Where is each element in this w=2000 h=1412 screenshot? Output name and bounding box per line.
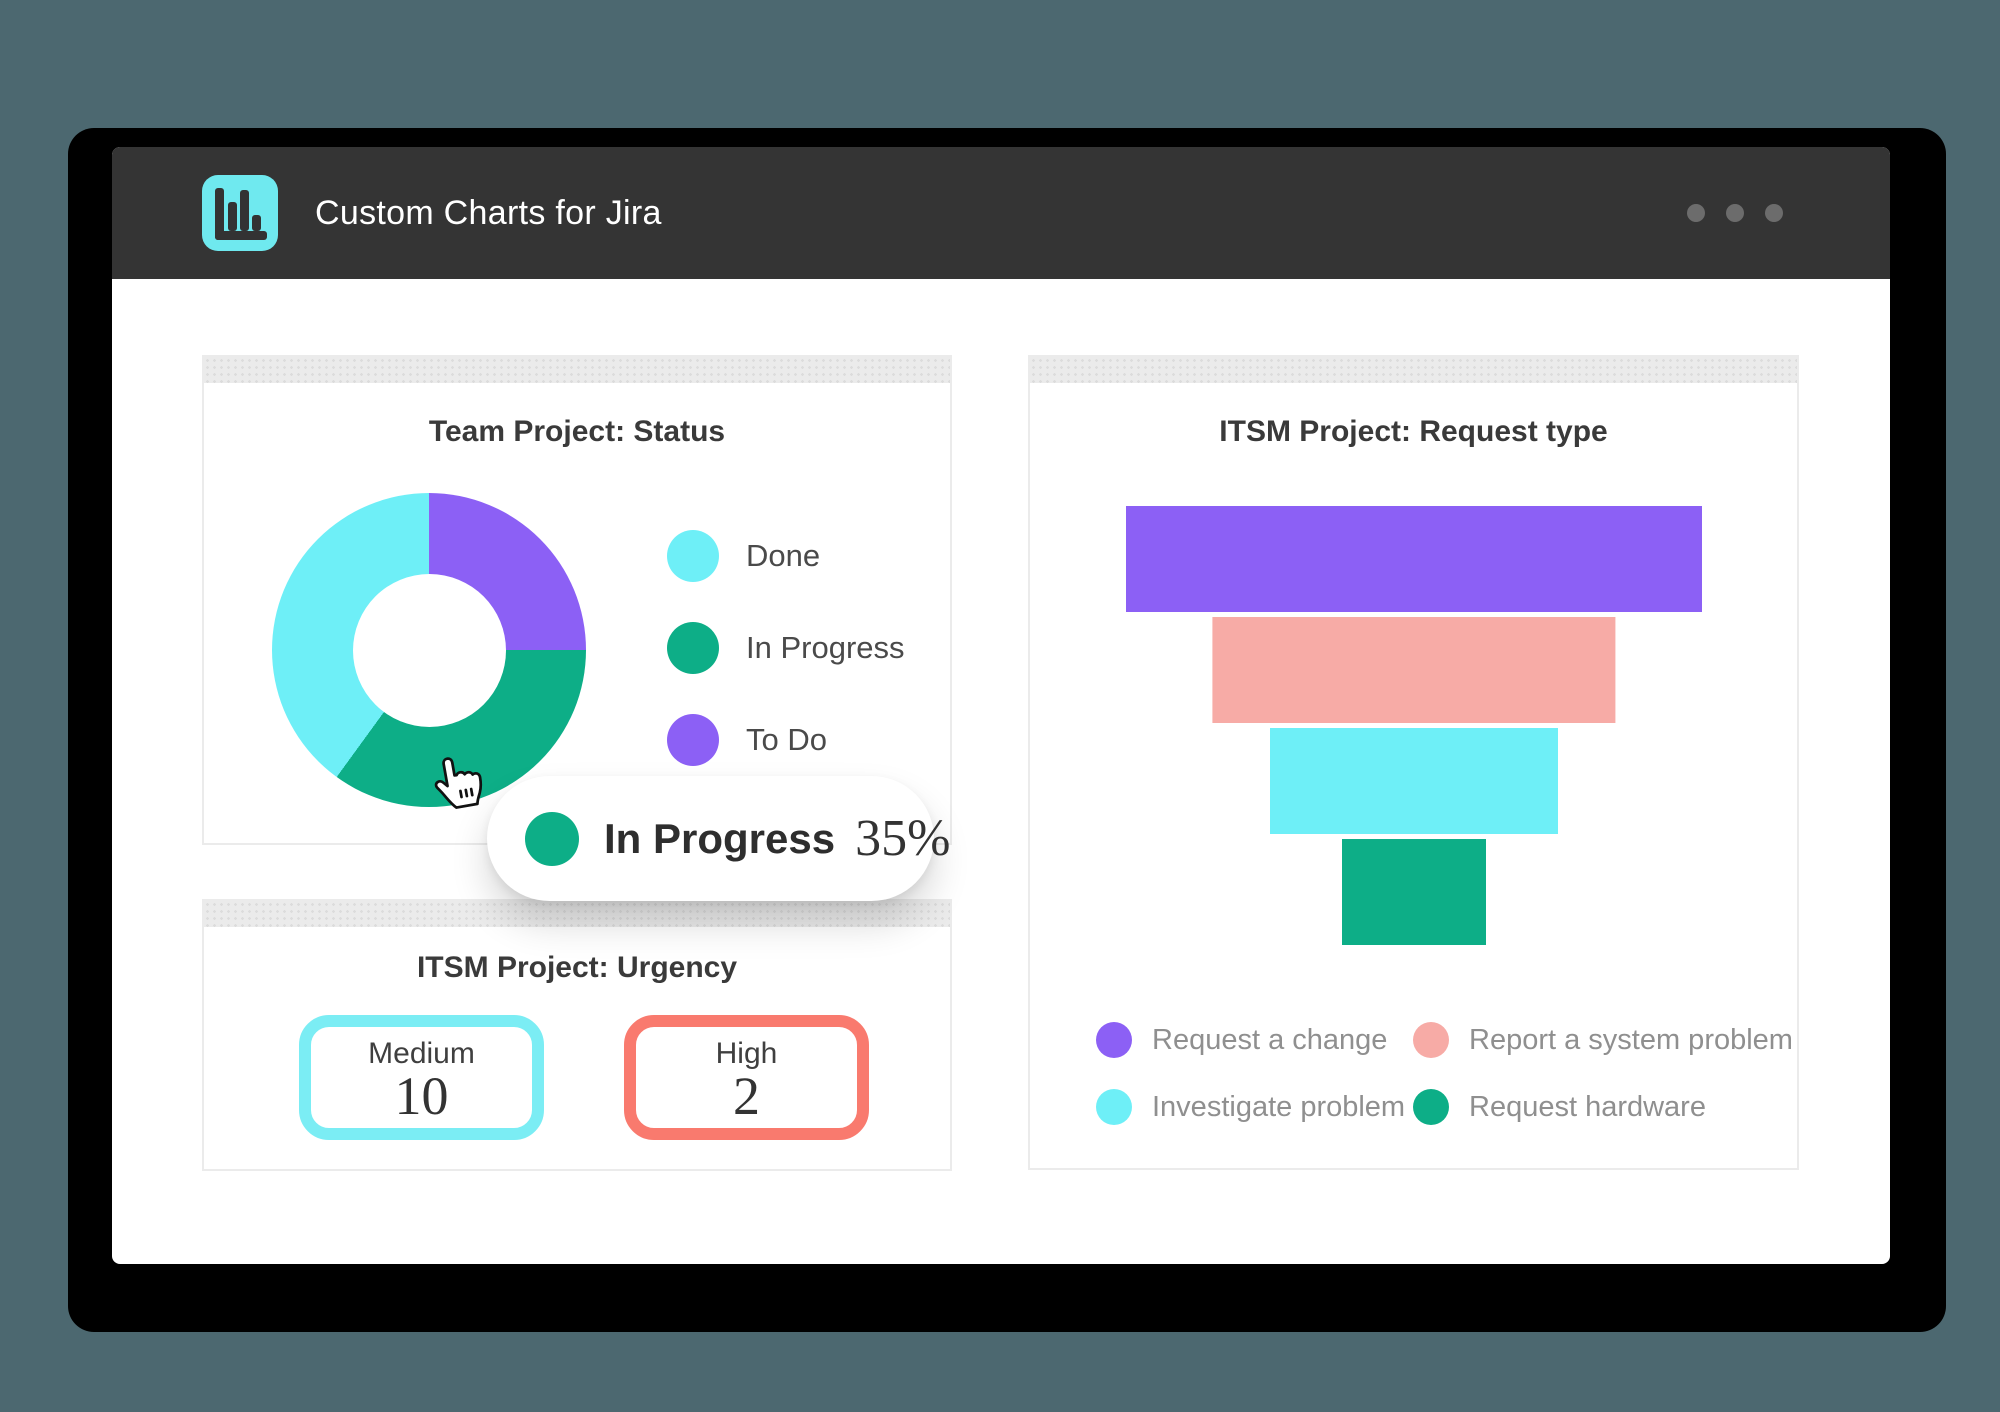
legend-marker-report-a-system-problem-icon — [1413, 1022, 1449, 1058]
status-legend: Done In Progress To Do — [667, 530, 905, 766]
card-header-strip — [204, 357, 950, 383]
app-window: Custom Charts for Jira Team Project: Sta… — [112, 147, 1890, 1264]
legend-item-to-do[interactable]: To Do — [667, 714, 905, 766]
menu-dot-icon — [1765, 204, 1783, 222]
kpi-box-medium[interactable]: Medium 10 — [299, 1015, 544, 1140]
legend-marker-to-do-icon — [667, 714, 719, 766]
request-type-chart-card: ITSM Project: Request type Request a cha… — [1028, 355, 1799, 1170]
funnel-bar-request-hardware[interactable] — [1341, 839, 1486, 945]
status-chart-card: Team Project: Status Done In Progress To… — [202, 355, 952, 845]
legend-label-to-do: To Do — [746, 722, 827, 757]
menu-dot-icon — [1726, 204, 1744, 222]
menu-dot-icon — [1687, 204, 1705, 222]
hand-pointer-cursor — [434, 757, 483, 809]
legend-label-done: Done — [746, 538, 821, 573]
card-header-strip — [204, 901, 950, 927]
legend-marker-done-icon — [667, 530, 719, 582]
legend-item-request-hardware[interactable]: Request hardware — [1413, 1089, 1706, 1125]
legend-label-request-a-change: Request a change — [1152, 1023, 1388, 1056]
legend-marker-investigate-problem-icon — [1096, 1089, 1132, 1125]
kpi-value-high: 2 — [733, 1066, 760, 1126]
logo-bar — [215, 231, 267, 240]
legend-item-request-a-change[interactable]: Request a change — [1096, 1022, 1387, 1058]
donut-hole — [352, 573, 506, 727]
kpi-label-high: High — [715, 1037, 778, 1070]
logo-bar — [252, 215, 261, 231]
funnel-bar-investigate-problem[interactable] — [1269, 728, 1558, 834]
urgency-card-title: ITSM Project: Urgency — [416, 951, 738, 984]
legend-label-request-hardware: Request hardware — [1469, 1090, 1706, 1123]
funnel-bar-request-a-change[interactable] — [1125, 506, 1702, 612]
legend-marker-request-a-change-icon — [1096, 1022, 1132, 1058]
urgency-chart-card: ITSM Project: Urgency Medium 10 High 2 — [202, 899, 952, 1171]
legend-label-investigate-problem: Investigate problem — [1152, 1090, 1406, 1123]
logo-bar — [215, 188, 224, 240]
legend-marker-request-hardware-icon — [1413, 1089, 1449, 1125]
legend-label-report-a-system-problem: Report a system problem — [1469, 1023, 1793, 1056]
donut-chart[interactable] — [272, 493, 586, 807]
legend-item-report-a-system-problem[interactable]: Report a system problem — [1413, 1022, 1793, 1058]
legend-label-in-progress: In Progress — [746, 630, 905, 665]
logo-bar — [240, 190, 249, 231]
legend-item-in-progress[interactable]: In Progress — [667, 622, 905, 674]
app-title: Custom Charts for Jira — [315, 193, 662, 232]
tooltip-series-marker-icon — [525, 811, 579, 866]
funnel-bar-report-a-system-problem[interactable] — [1211, 617, 1616, 723]
legend-item-done[interactable]: Done — [667, 530, 905, 582]
window-menu-dots[interactable] — [1687, 204, 1783, 222]
chart-tooltip: In Progress 35% — [487, 776, 950, 901]
legend-item-investigate-problem[interactable]: Investigate problem — [1096, 1089, 1405, 1125]
status-card-title: Team Project: Status — [428, 415, 726, 448]
tooltip-label: In Progress — [604, 814, 836, 862]
kpi-box-high[interactable]: High 2 — [624, 1015, 869, 1140]
window-titlebar: Custom Charts for Jira — [112, 147, 1890, 279]
card-header-strip — [1030, 357, 1797, 383]
kpi-label-medium: Medium — [368, 1037, 475, 1070]
request-type-card-title: ITSM Project: Request type — [1219, 415, 1608, 448]
custom-charts-logo-icon — [202, 175, 278, 251]
kpi-value-medium: 10 — [394, 1066, 449, 1126]
logo-bar — [228, 202, 237, 231]
legend-marker-in-progress-icon — [667, 622, 719, 674]
tooltip-value: 35% — [855, 810, 951, 867]
